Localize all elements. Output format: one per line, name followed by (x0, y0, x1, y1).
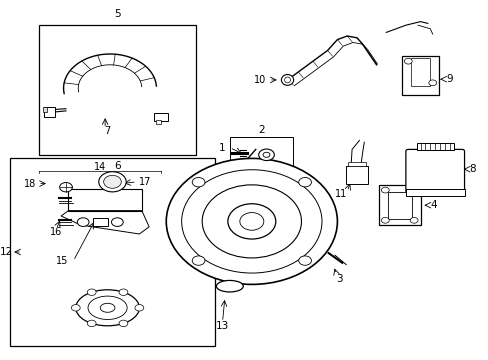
Circle shape (258, 149, 274, 161)
Ellipse shape (281, 75, 293, 85)
Bar (387, 192, 411, 219)
Text: 2: 2 (258, 125, 264, 135)
Text: 17: 17 (139, 177, 151, 187)
Circle shape (111, 218, 123, 226)
Bar (410, 58, 429, 86)
Circle shape (381, 187, 388, 193)
Circle shape (428, 80, 436, 86)
Circle shape (192, 256, 204, 265)
Bar (401, 56, 438, 95)
Text: 1: 1 (219, 143, 225, 153)
Text: 6: 6 (114, 161, 121, 171)
Circle shape (135, 305, 143, 311)
Circle shape (239, 212, 264, 230)
Text: 18: 18 (24, 179, 37, 189)
Circle shape (119, 289, 127, 296)
Bar (154, 113, 167, 121)
Bar (378, 185, 420, 225)
Text: 10: 10 (254, 75, 266, 85)
Text: 3: 3 (336, 274, 343, 284)
Bar (229, 137, 293, 173)
Text: 16: 16 (50, 227, 62, 237)
Text: 5: 5 (114, 9, 121, 19)
Bar (347, 162, 365, 166)
Text: 11: 11 (334, 189, 347, 199)
Circle shape (192, 177, 204, 187)
Ellipse shape (76, 290, 139, 326)
Circle shape (166, 158, 337, 284)
Circle shape (60, 183, 72, 192)
Bar (155, 120, 161, 124)
Bar (43, 107, 47, 112)
Circle shape (263, 152, 269, 157)
Circle shape (409, 187, 417, 193)
Bar (10, 158, 215, 346)
Bar (44, 107, 55, 117)
Text: 8: 8 (468, 164, 475, 174)
Bar (93, 218, 107, 226)
Circle shape (404, 58, 411, 64)
Circle shape (119, 320, 127, 327)
Ellipse shape (100, 303, 115, 312)
FancyBboxPatch shape (405, 149, 464, 193)
Text: 12: 12 (0, 247, 13, 257)
Circle shape (381, 217, 388, 223)
Ellipse shape (216, 280, 243, 292)
Circle shape (87, 320, 96, 327)
Text: 4: 4 (429, 200, 436, 210)
Bar (39, 25, 195, 155)
Circle shape (103, 175, 121, 188)
Bar (405, 189, 464, 196)
Circle shape (298, 177, 311, 187)
Circle shape (409, 217, 417, 223)
Circle shape (182, 170, 321, 273)
Bar (346, 166, 367, 184)
Circle shape (77, 218, 89, 226)
Ellipse shape (88, 296, 127, 320)
Circle shape (71, 305, 80, 311)
Circle shape (87, 289, 96, 296)
Circle shape (99, 172, 126, 192)
Text: 14: 14 (94, 162, 106, 172)
Text: 15: 15 (56, 256, 68, 266)
Circle shape (202, 185, 301, 258)
Text: 13: 13 (215, 321, 229, 331)
Text: 7: 7 (104, 126, 110, 136)
Circle shape (227, 204, 275, 239)
Circle shape (298, 256, 311, 265)
Text: 9: 9 (445, 74, 452, 84)
Bar (416, 143, 453, 150)
Ellipse shape (284, 77, 290, 83)
Bar (68, 189, 142, 211)
